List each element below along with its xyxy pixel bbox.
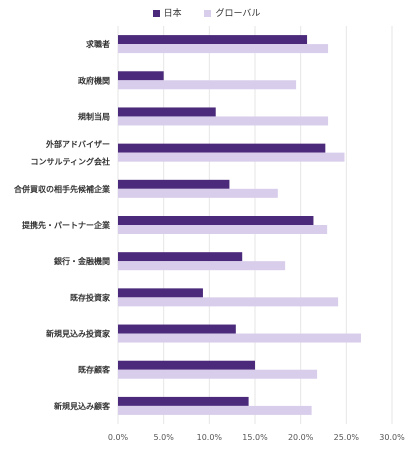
bar-japan [118,324,236,334]
x-tick-label: 20.0% [288,433,314,442]
legend-item-global: グローバル [204,6,260,19]
bar-global [118,405,312,415]
bar-global [118,369,318,379]
category-label: 求職者 [86,39,110,49]
bar-global [118,80,297,90]
bar-japan [118,252,243,262]
chart-legend: 日本 グローバル [0,6,413,19]
bar-global [118,261,286,271]
bar-global [118,44,329,54]
category-label: 新規見込み顧客 [54,401,111,411]
legend-swatch-global [204,10,212,17]
category-label: 新規見込み投資家 [46,329,111,339]
x-tick-label: 25.0% [334,433,360,442]
bar-japan [118,107,216,117]
bar-japan [118,35,308,45]
bar-japan [118,143,326,153]
bar-global [118,297,339,307]
bar-japan [118,179,230,189]
category-label: 既存投資家 [70,292,111,302]
x-tick-label: 5.0% [154,433,175,442]
bar-japan [118,216,314,225]
legend-swatch-japan [152,10,160,17]
bar-global [118,152,345,162]
bar-japan [118,360,255,370]
bar-japan [118,288,203,298]
bar-japan [118,71,164,81]
category-label: コンサルティング会社 [30,156,110,166]
x-tick-label: 0.0% [108,433,129,442]
x-tick-label: 15.0% [242,433,268,442]
legend-label-global: グローバル [215,9,261,19]
category-label: 規制当局 [78,111,110,121]
legend-item-japan: 日本 [152,6,182,19]
x-tick-label: 30.0% [379,433,405,442]
bar-japan [118,396,249,406]
bar-global [118,116,329,126]
bar-global [118,188,278,198]
bar-global [118,225,328,234]
legend-label-japan: 日本 [163,9,182,19]
category-label: 外部アドバイザー [46,139,110,149]
category-label: 提携先・パートナー企業 [22,220,111,230]
bar-global [118,333,361,343]
category-label: 政府機関 [78,75,110,85]
category-label: 銀行・金融機関 [53,256,110,266]
category-label: 既存顧客 [78,365,111,375]
category-label: 合併買収の相手先候補企業 [13,184,111,194]
x-tick-label: 10.0% [197,433,223,442]
